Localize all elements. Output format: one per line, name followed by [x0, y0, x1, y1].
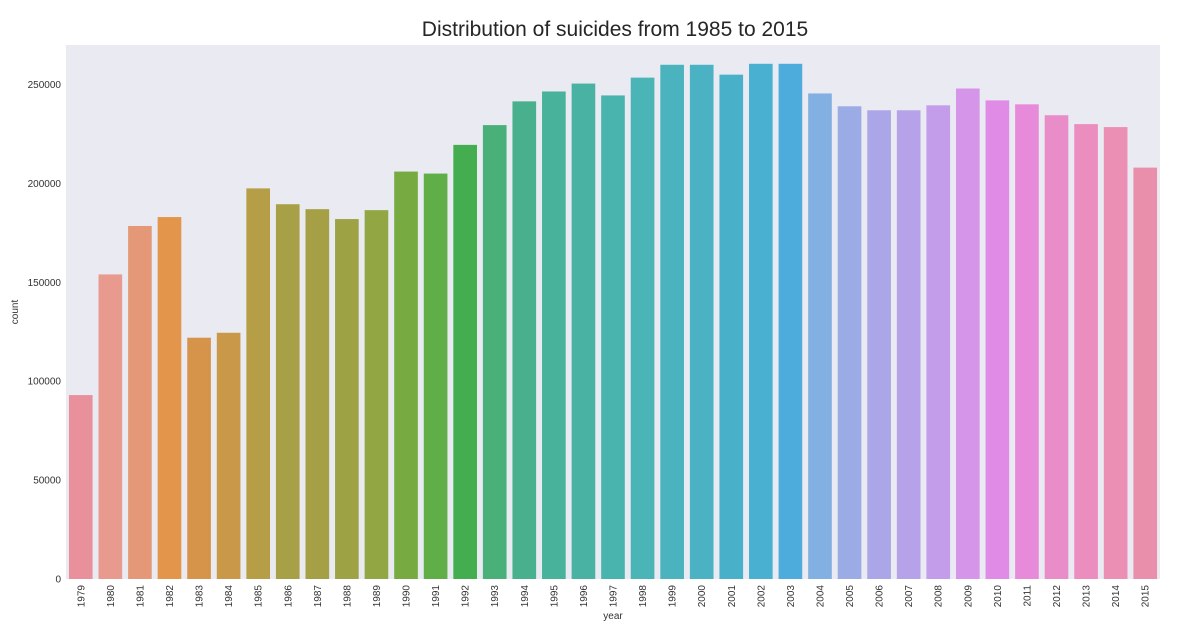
bar-1983	[187, 337, 211, 579]
x-tick-label: 1979	[76, 585, 87, 608]
x-tick-label: 1993	[490, 585, 501, 608]
x-tick-label: 1987	[313, 585, 324, 608]
bar-2006	[867, 110, 891, 580]
bar-1995	[542, 91, 566, 579]
bar-2014	[1103, 127, 1128, 579]
x-tick-label: 1996	[579, 585, 590, 608]
x-tick-label: 2007	[904, 585, 915, 608]
bar-1999	[660, 64, 684, 579]
bar-1992	[453, 144, 477, 579]
y-tick-label: 150000	[28, 278, 62, 289]
x-tick-label: 2014	[1111, 585, 1122, 608]
x-tick-label: 2004	[815, 585, 826, 608]
bar-2011	[1015, 104, 1039, 579]
x-tick-label: 2011	[1022, 585, 1033, 607]
x-axis-label: year	[603, 611, 623, 622]
bar-1984	[216, 332, 241, 579]
x-tick-label: 1998	[638, 585, 649, 608]
x-tick-label: 2010	[993, 585, 1004, 608]
bar-1979	[68, 395, 93, 579]
chart-title: Distribution of suicides from 1985 to 20…	[421, 18, 809, 41]
bar-2004	[808, 93, 832, 580]
x-tick-label: 1988	[342, 585, 353, 608]
y-tick-label: 100000	[28, 377, 62, 388]
x-tick-label: 1986	[283, 585, 294, 608]
bar-1988	[335, 219, 359, 580]
bar-1997	[601, 95, 625, 580]
bar-2001	[719, 74, 744, 580]
bar-1989	[364, 210, 389, 579]
y-tick-label: 250000	[28, 80, 62, 91]
bar-1986	[275, 204, 300, 579]
y-tick-label: 50000	[33, 476, 61, 487]
x-tick-label: 1997	[609, 585, 620, 608]
y-axis-ticks: 0 50000 100000 150000 200000 250000	[28, 80, 62, 585]
bar-2010	[985, 100, 1010, 579]
bar-2015	[1133, 167, 1158, 579]
x-tick-label: 1980	[106, 585, 117, 608]
bar-1994	[512, 101, 537, 580]
bar-2002	[749, 63, 773, 580]
x-tick-label: 1992	[461, 585, 472, 608]
bar-1982	[157, 217, 182, 579]
bar-1987	[305, 209, 330, 579]
x-tick-label: 2015	[1141, 585, 1152, 608]
x-tick-label: 1985	[254, 585, 265, 608]
bar-1991	[423, 173, 448, 579]
y-tick-label: 0	[55, 575, 61, 586]
x-tick-label: 2008	[934, 585, 945, 608]
bar-2000	[689, 64, 714, 579]
x-tick-label: 2012	[1052, 585, 1063, 608]
bar-2003	[778, 63, 803, 580]
x-tick-label: 2001	[727, 585, 738, 608]
y-axis-label: count	[10, 300, 21, 325]
bar-2013	[1074, 124, 1098, 580]
x-tick-label: 1981	[135, 585, 146, 608]
x-tick-label: 1989	[372, 585, 383, 608]
y-tick-label: 200000	[28, 179, 62, 190]
bar-2005	[837, 106, 862, 579]
bar-1985	[246, 188, 271, 579]
bar-2012	[1044, 115, 1069, 580]
x-axis-ticks: 1979 1980 1981 1982 1983 1984 1985 1986 1987 1988…	[76, 585, 1151, 608]
bar-2007	[896, 110, 921, 580]
x-tick-label: 1999	[668, 585, 679, 608]
x-tick-label: 2000	[697, 585, 708, 608]
x-tick-label: 1984	[224, 585, 235, 608]
bar-1998	[630, 77, 655, 579]
bar-2008	[926, 105, 951, 579]
bar-2009	[955, 88, 980, 579]
x-tick-label: 1991	[431, 585, 442, 608]
x-tick-label: 1990	[402, 585, 413, 608]
x-tick-label: 2006	[875, 585, 886, 608]
x-tick-label: 1982	[165, 585, 176, 608]
bar-1981	[128, 225, 152, 579]
x-tick-label: 1994	[520, 585, 531, 608]
x-tick-label: 2003	[786, 585, 797, 608]
x-tick-label: 1995	[549, 585, 560, 608]
bars-group	[68, 63, 1158, 580]
x-tick-label: 2005	[845, 585, 856, 608]
bar-1990	[394, 171, 418, 579]
x-tick-label: 2013	[1082, 585, 1093, 608]
x-tick-label: 1983	[195, 585, 206, 608]
x-tick-label: 2009	[963, 585, 974, 608]
x-tick-label: 2002	[756, 585, 767, 608]
bar-1996	[571, 83, 596, 579]
bar-1993	[482, 125, 507, 579]
bar-1980	[98, 274, 123, 579]
